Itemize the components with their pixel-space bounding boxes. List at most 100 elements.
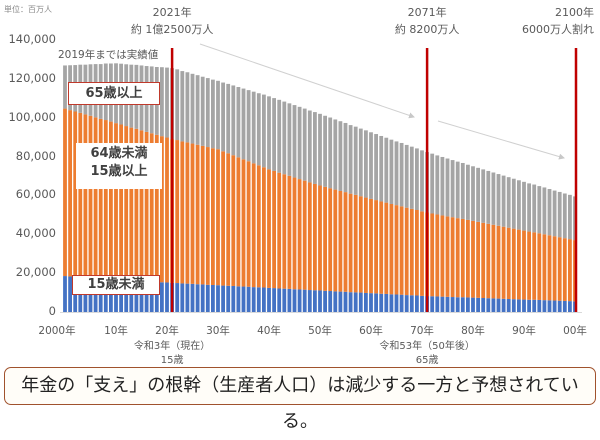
bar-working-2046 xyxy=(297,179,302,290)
bar-elderly-2041 xyxy=(272,98,276,171)
bar-working-2024 xyxy=(185,142,190,284)
bar-children-2024 xyxy=(185,283,190,312)
bar-children-2099 xyxy=(568,301,572,312)
bar-elderly-2081 xyxy=(476,167,480,222)
bar-working-2038 xyxy=(256,165,261,288)
y-tick-label: 80,000 xyxy=(15,148,56,163)
bar-elderly-2040 xyxy=(267,96,271,170)
bar-children-2046 xyxy=(297,289,302,312)
bar-children-2001 xyxy=(68,276,72,312)
bar-children-2055 xyxy=(343,291,348,312)
bar-children-2034 xyxy=(236,286,241,312)
bar-children-2014 xyxy=(134,280,139,312)
bar-elderly-2083 xyxy=(486,170,491,224)
bar-children-2094 xyxy=(542,300,547,312)
bar-children-2077 xyxy=(455,297,460,312)
x-tick-label: 30年 xyxy=(206,325,230,337)
bar-elderly-2062 xyxy=(379,135,384,202)
bar-elderly-2034 xyxy=(236,87,241,158)
y-tick-label: 100,000 xyxy=(8,109,56,124)
bar-elderly-2038 xyxy=(256,93,261,166)
bar-children-2069 xyxy=(415,295,419,312)
bar-elderly-2085 xyxy=(496,174,501,226)
bar-children-2026 xyxy=(195,284,200,312)
bar-working-2030 xyxy=(216,149,220,286)
bar-elderly-2039 xyxy=(262,94,266,168)
bar-children-2032 xyxy=(226,285,231,312)
bar-working-2028 xyxy=(205,147,210,285)
y-tick-label: 60,000 xyxy=(15,187,56,202)
bar-elderly-2099 xyxy=(568,194,572,240)
bar-elderly-2070 xyxy=(420,150,424,212)
bar-working-2078 xyxy=(460,218,465,298)
label-working-line1: 64歳未満 xyxy=(90,146,148,161)
bar-working-2036 xyxy=(246,161,251,287)
bar-working-2063 xyxy=(384,202,389,294)
bar-working-2005 xyxy=(88,115,93,278)
bar-working-2077 xyxy=(455,218,460,298)
bar-working-2041 xyxy=(272,170,276,289)
bar-elderly-2054 xyxy=(338,121,343,191)
bar-elderly-2064 xyxy=(389,139,394,204)
bar-working-2009 xyxy=(109,121,113,279)
bar-children-2095 xyxy=(547,300,552,312)
bar-elderly-2098 xyxy=(562,193,567,239)
marker-2100-line1: 2100年 xyxy=(555,6,594,19)
bar-children-2081 xyxy=(476,297,480,312)
bar-working-2012 xyxy=(124,126,129,280)
bar-children-2043 xyxy=(282,288,287,312)
bar-elderly-2045 xyxy=(292,105,297,178)
bar-working-2057 xyxy=(353,194,358,293)
bar-elderly-2096 xyxy=(552,190,557,237)
bar-elderly-2059 xyxy=(364,130,368,198)
bar-elderly-2078 xyxy=(460,162,465,219)
x-tick-label: 60年 xyxy=(359,325,383,337)
bar-elderly-2092 xyxy=(532,184,537,233)
bar-children-2097 xyxy=(557,300,562,312)
marker-2071-below1: 令和53年（50年後） xyxy=(379,341,475,352)
bar-children-2009 xyxy=(109,278,113,312)
bar-children-2041 xyxy=(272,288,276,312)
bar-working-2073 xyxy=(435,214,440,297)
bar-elderly-2031 xyxy=(221,82,225,152)
bar-elderly-2065 xyxy=(394,141,399,206)
marker-2071-below2: 65歳 xyxy=(415,355,439,366)
bar-children-2028 xyxy=(205,284,210,312)
bar-working-2075 xyxy=(445,216,450,297)
bar-elderly-2033 xyxy=(231,85,236,156)
bar-children-2066 xyxy=(399,294,404,312)
bar-children-2083 xyxy=(486,298,491,312)
bar-children-2036 xyxy=(246,286,251,312)
x-tick-label: 10年 xyxy=(104,325,128,337)
bar-elderly-2069 xyxy=(415,148,419,210)
bar-children-2093 xyxy=(537,299,542,312)
bar-children-2060 xyxy=(369,293,373,312)
bar-working-2070 xyxy=(420,211,424,296)
bar-working-2040 xyxy=(267,169,271,288)
x-tick-label: 90年 xyxy=(512,325,536,337)
bar-elderly-2079 xyxy=(466,164,470,220)
bar-elderly-2036 xyxy=(246,90,251,162)
bar-children-2098 xyxy=(562,300,567,312)
bar-children-2082 xyxy=(481,298,486,312)
bar-working-2020 xyxy=(165,137,169,283)
bar-children-2062 xyxy=(379,293,384,312)
bar-working-2039 xyxy=(262,167,266,288)
bar-elderly-2035 xyxy=(241,88,246,160)
bar-children-2052 xyxy=(328,291,333,312)
bar-elderly-2048 xyxy=(307,110,312,183)
marker-2071-line2: 約 8200万人 xyxy=(394,23,460,36)
bar-working-2098 xyxy=(562,238,567,301)
bar-elderly-2050 xyxy=(318,113,322,186)
bar-working-2010 xyxy=(114,123,118,280)
bar-working-2087 xyxy=(506,227,511,299)
bar-working-2031 xyxy=(221,151,225,286)
bar-children-2023 xyxy=(180,283,185,312)
bar-children-2091 xyxy=(527,299,531,312)
bar-children-2013 xyxy=(129,280,134,312)
bar-working-2050 xyxy=(318,185,322,291)
bar-children-2051 xyxy=(323,290,327,312)
bar-children-2054 xyxy=(338,291,343,312)
bar-working-2055 xyxy=(343,192,348,292)
bar-working-2092 xyxy=(532,232,537,300)
